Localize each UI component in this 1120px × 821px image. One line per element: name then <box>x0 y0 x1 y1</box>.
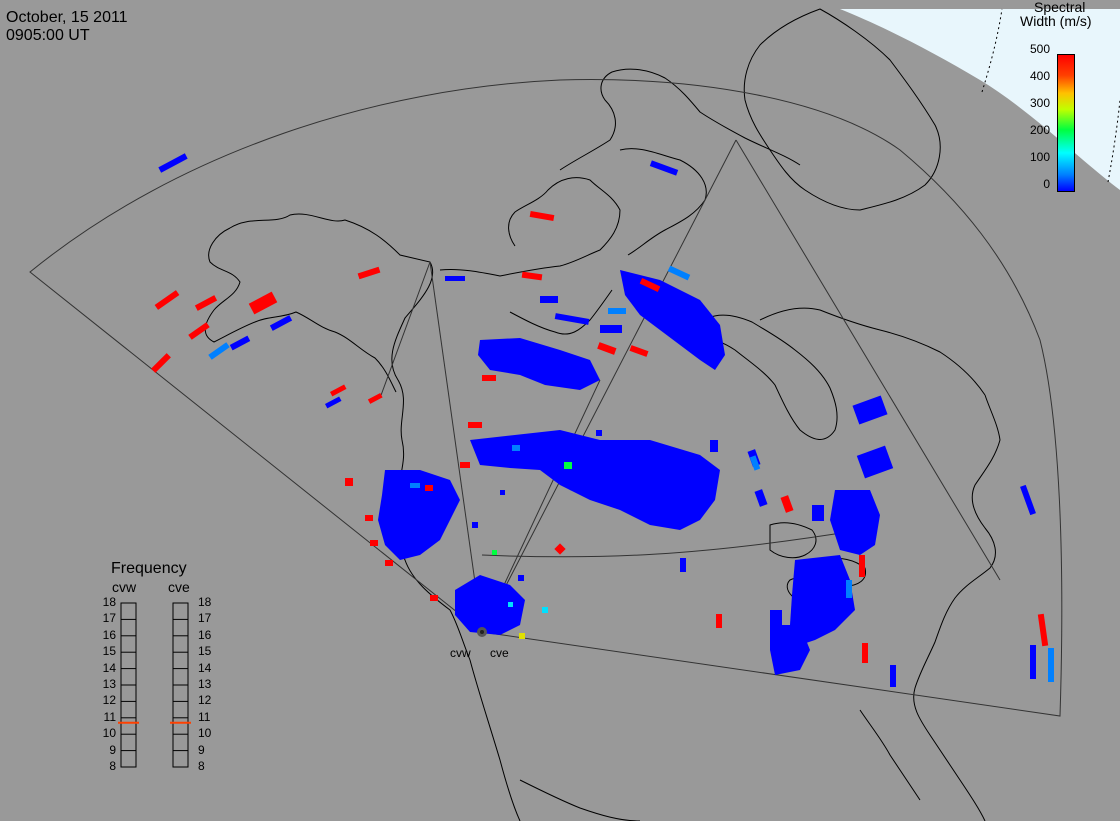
frequency-scale-label: 9 <box>109 742 116 757</box>
colorbar-tick: 100 <box>1029 150 1050 164</box>
frequency-scale-label: 12 <box>198 693 212 708</box>
lat-circle-dotted <box>981 8 1003 93</box>
data-lightblue <box>208 265 1054 682</box>
frequency-scale-label: 8 <box>109 759 116 773</box>
colorbar-tick: 400 <box>1029 69 1050 83</box>
frequency-scale-label: 11 <box>198 709 211 724</box>
frequency-scale-label: 17 <box>198 611 212 626</box>
data-cyan <box>508 602 548 613</box>
frequency-scale-label: 10 <box>198 726 212 741</box>
colorbar-tick: 300 <box>1029 96 1050 110</box>
polar-region <box>840 9 1120 190</box>
frequency-scale-label: 14 <box>198 660 212 675</box>
frequency-scale-label: 12 <box>102 693 116 708</box>
frequency-scale-label: 13 <box>102 677 116 691</box>
colorbar-tick: 200 <box>1029 123 1050 137</box>
frequency-scale-label: 13 <box>198 677 212 691</box>
lat-circle-dotted-2 <box>1107 99 1120 183</box>
frequency-scale-label: 18 <box>102 595 116 609</box>
data-red <box>151 210 1049 663</box>
data-yellow <box>519 633 525 639</box>
data-green <box>492 462 572 555</box>
frequency-gauge-cvw <box>118 602 139 768</box>
plot-date: October, 15 2011 <box>6 9 128 26</box>
colorbar-title-line1: Spectral <box>1034 0 1086 15</box>
frequency-radar-cvw: cvw <box>112 579 137 595</box>
frequency-radar-cve: cve <box>168 579 190 595</box>
frequency-scale-label: 15 <box>102 644 116 659</box>
radar-label-cvw: cvw <box>450 646 471 660</box>
colorbar <box>1057 54 1075 192</box>
frequency-scale-label: 10 <box>102 726 116 741</box>
data-blue <box>158 153 1036 687</box>
frequency-scale-label: 16 <box>198 627 212 642</box>
frequency-scale-label: 18 <box>198 595 212 609</box>
frequency-scale-label: 9 <box>198 742 205 757</box>
radar-label-cve: cve <box>490 646 509 660</box>
frequency-scale-label: 17 <box>102 611 116 626</box>
frequency-scale-label: 14 <box>102 660 116 675</box>
frequency-scale-label: 15 <box>198 644 212 659</box>
frequency-title: Frequency <box>111 560 187 577</box>
frequency-scale-label: 16 <box>102 627 116 642</box>
colorbar-title-line2: Width (m/s) <box>1020 13 1092 29</box>
frequency-scale-label: 8 <box>198 759 205 773</box>
plot-time: 0905:00 UT <box>6 27 90 44</box>
radar-site-center <box>480 630 484 634</box>
colorbar-tick: 500 <box>1029 42 1050 56</box>
frequency-scale-label: 11 <box>103 709 116 724</box>
colorbar-tick: 0 <box>1043 177 1050 191</box>
frequency-gauge-cve <box>170 602 191 768</box>
